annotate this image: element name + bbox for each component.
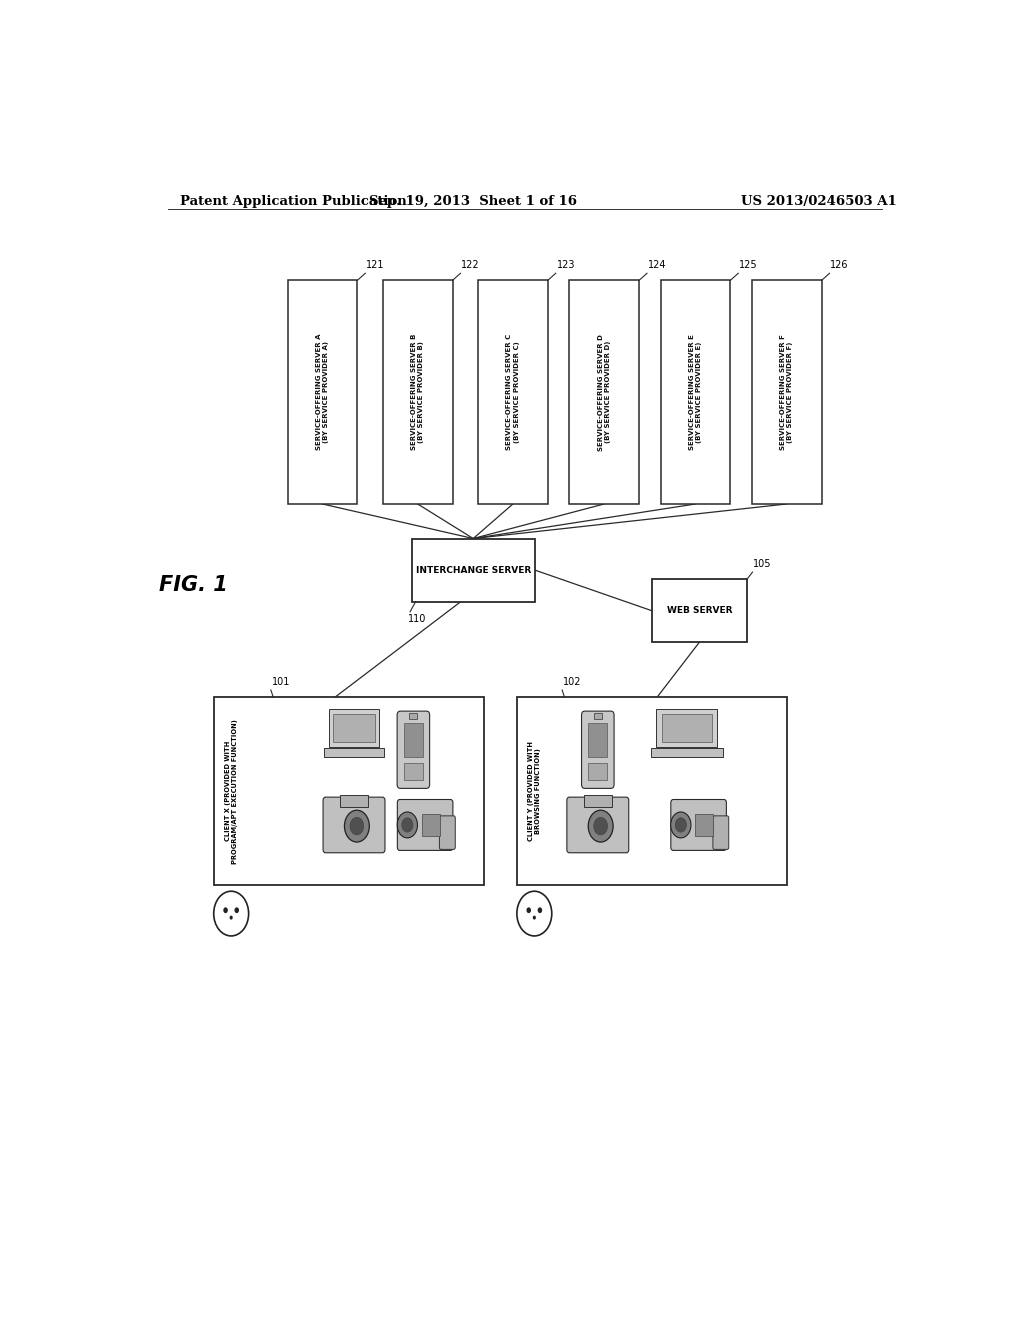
FancyBboxPatch shape	[412, 539, 535, 602]
Circle shape	[234, 907, 239, 913]
FancyBboxPatch shape	[589, 723, 607, 756]
Text: US 2013/0246503 A1: US 2013/0246503 A1	[740, 194, 896, 207]
FancyBboxPatch shape	[397, 800, 453, 850]
FancyBboxPatch shape	[651, 748, 723, 758]
Circle shape	[350, 817, 364, 834]
Text: 126: 126	[830, 260, 849, 271]
FancyBboxPatch shape	[589, 763, 607, 780]
Text: 105: 105	[754, 560, 772, 569]
Text: FIG. 1: FIG. 1	[159, 576, 227, 595]
FancyBboxPatch shape	[323, 797, 385, 853]
Text: SERVICE-OFFERING SERVER C
(BY SERVICE PROVIDER C): SERVICE-OFFERING SERVER C (BY SERVICE PR…	[506, 334, 519, 450]
Text: WEB SERVER: WEB SERVER	[667, 606, 732, 615]
FancyBboxPatch shape	[422, 814, 439, 836]
FancyBboxPatch shape	[671, 800, 726, 850]
FancyBboxPatch shape	[403, 763, 423, 780]
Circle shape	[594, 817, 607, 834]
Text: CLIENT Y (PROVIDED WITH
BROWSING FUNCTION): CLIENT Y (PROVIDED WITH BROWSING FUNCTIO…	[527, 741, 541, 841]
Text: SERVICE-OFFERING SERVER A
(BY SERVICE PROVIDER A): SERVICE-OFFERING SERVER A (BY SERVICE PR…	[315, 334, 329, 450]
Text: 123: 123	[557, 260, 575, 271]
FancyBboxPatch shape	[660, 280, 730, 504]
FancyBboxPatch shape	[403, 723, 423, 756]
FancyBboxPatch shape	[584, 796, 612, 808]
FancyBboxPatch shape	[214, 697, 483, 886]
Circle shape	[526, 907, 531, 913]
FancyBboxPatch shape	[288, 280, 357, 504]
FancyBboxPatch shape	[340, 796, 369, 808]
FancyBboxPatch shape	[662, 714, 712, 742]
FancyBboxPatch shape	[656, 709, 717, 747]
Text: SERVICE-OFFERING SERVER E
(BY SERVICE PROVIDER E): SERVICE-OFFERING SERVER E (BY SERVICE PR…	[689, 334, 702, 450]
Text: 110: 110	[408, 614, 426, 624]
FancyBboxPatch shape	[594, 713, 602, 718]
FancyBboxPatch shape	[569, 280, 639, 504]
Text: 102: 102	[563, 677, 582, 686]
FancyBboxPatch shape	[567, 797, 629, 853]
FancyBboxPatch shape	[325, 748, 384, 758]
FancyBboxPatch shape	[651, 579, 746, 643]
Text: 122: 122	[461, 260, 480, 271]
Circle shape	[223, 907, 228, 913]
Circle shape	[401, 818, 413, 832]
FancyBboxPatch shape	[478, 280, 548, 504]
FancyBboxPatch shape	[713, 816, 729, 849]
Text: 101: 101	[271, 677, 290, 686]
Circle shape	[671, 812, 691, 838]
Circle shape	[532, 916, 536, 920]
FancyBboxPatch shape	[397, 711, 430, 788]
Text: CLIENT X (PROVIDED WITH
PROGRAM/APT EXECUTION FUNCTION): CLIENT X (PROVIDED WITH PROGRAM/APT EXEC…	[224, 718, 238, 863]
Circle shape	[344, 810, 370, 842]
FancyBboxPatch shape	[329, 709, 379, 747]
Circle shape	[214, 891, 249, 936]
Text: 124: 124	[648, 260, 667, 271]
Circle shape	[229, 916, 232, 920]
Circle shape	[517, 891, 552, 936]
Text: SERVICE-OFFERING SERVER B
(BY SERVICE PROVIDER B): SERVICE-OFFERING SERVER B (BY SERVICE PR…	[411, 334, 424, 450]
Text: SERVICE-OFFERING SERVER F
(BY SERVICE PROVIDER F): SERVICE-OFFERING SERVER F (BY SERVICE PR…	[780, 334, 794, 450]
FancyBboxPatch shape	[333, 714, 375, 742]
FancyBboxPatch shape	[439, 816, 456, 849]
Text: 125: 125	[739, 260, 758, 271]
Circle shape	[675, 818, 686, 832]
Text: SERVICE-OFFERING SERVER D
(BY SERVICE PROVIDER D): SERVICE-OFFERING SERVER D (BY SERVICE PR…	[598, 334, 610, 450]
Circle shape	[538, 907, 542, 913]
Text: Sep. 19, 2013  Sheet 1 of 16: Sep. 19, 2013 Sheet 1 of 16	[370, 194, 578, 207]
FancyBboxPatch shape	[752, 280, 821, 504]
FancyBboxPatch shape	[582, 711, 614, 788]
Circle shape	[397, 812, 418, 838]
Circle shape	[588, 810, 613, 842]
Text: Patent Application Publication: Patent Application Publication	[179, 194, 407, 207]
FancyBboxPatch shape	[695, 814, 713, 836]
FancyBboxPatch shape	[410, 713, 418, 718]
Text: INTERCHANGE SERVER: INTERCHANGE SERVER	[416, 565, 530, 574]
FancyBboxPatch shape	[383, 280, 453, 504]
Text: 121: 121	[367, 260, 385, 271]
FancyBboxPatch shape	[517, 697, 786, 886]
